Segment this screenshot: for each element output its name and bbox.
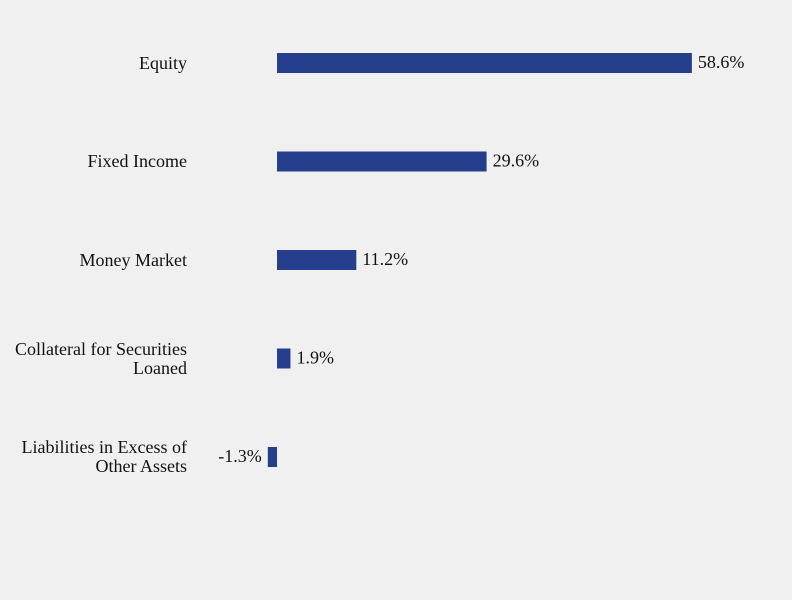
- value-label: 1.9%: [296, 348, 334, 368]
- category-label: Collateral for Securities Loaned: [15, 338, 187, 378]
- bar: [277, 53, 692, 73]
- value-label: 11.2%: [362, 249, 408, 269]
- value-label: 29.6%: [493, 151, 540, 171]
- category-label: Money Market: [79, 249, 187, 270]
- bar: [277, 250, 357, 270]
- bar: [267, 447, 277, 467]
- bar: [277, 151, 487, 172]
- value-label: -1.3%: [218, 446, 262, 466]
- value-label: 58.6%: [698, 52, 745, 72]
- category-label: Equity: [139, 52, 187, 73]
- category-label: Liabilities in Excess of Other Assets: [21, 437, 187, 476]
- bar: [277, 348, 291, 369]
- category-label: Fixed Income: [87, 151, 187, 171]
